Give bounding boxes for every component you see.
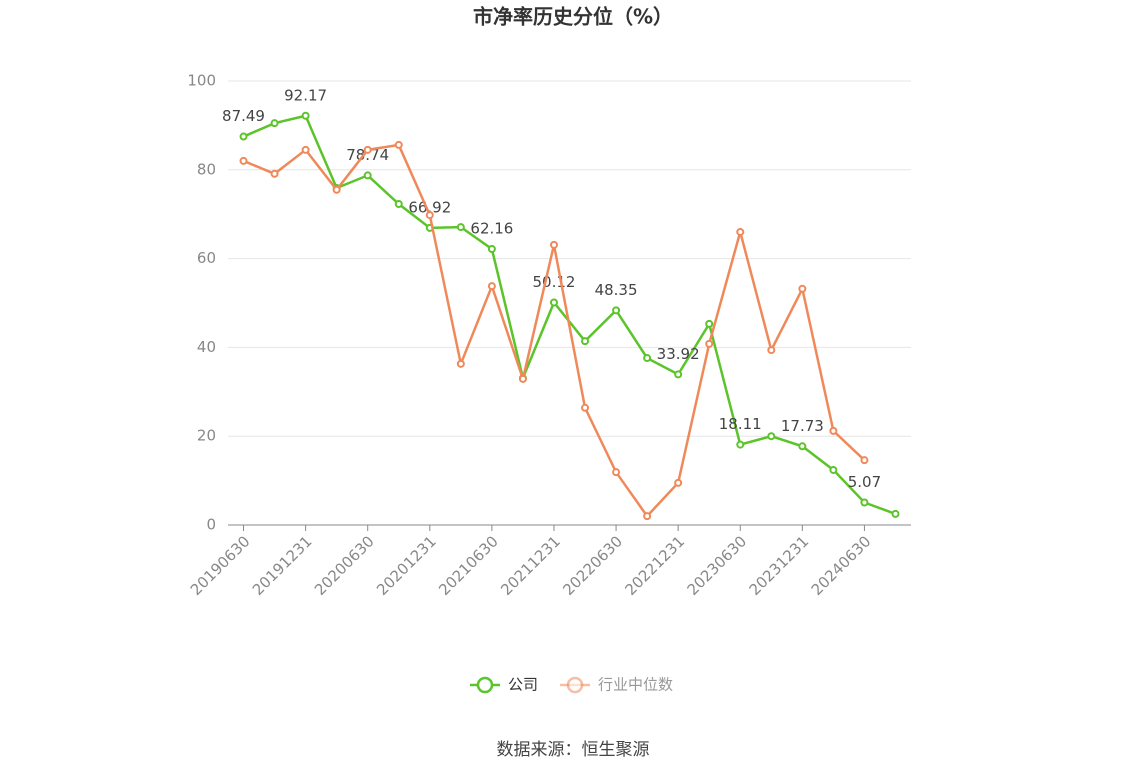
data-label: 87.49 [222,107,265,125]
chart-title: 市净率历史分位（%） [473,5,673,29]
data-point [705,339,714,348]
source-note: 数据来源：恒生聚源 [497,740,650,760]
x-tick-label: 20240630 [808,532,875,599]
data-point [270,169,279,178]
data-point [798,284,807,293]
legend-label: 行业中位数 [598,676,673,694]
data-point [332,185,341,194]
data-point [581,337,590,346]
x-tick-label: 20191231 [249,532,316,599]
data-label: 5.07 [848,473,881,491]
x-tick-label: 20190630 [187,532,254,599]
data-point [891,509,900,518]
data-point [612,468,621,477]
data-label: 33.92 [657,345,700,363]
data-point [581,403,590,412]
x-tick-label: 20201231 [373,532,440,599]
data-point [674,478,683,487]
data-point [767,346,776,355]
data-point [301,111,310,120]
x-tick-label: 20220630 [559,532,626,599]
x-tick-label: 20211231 [497,532,564,599]
y-tick-label: 80 [197,160,216,178]
data-point [612,306,621,315]
data-label: 18.11 [719,415,762,433]
data-point [860,456,869,465]
data-point [643,512,652,521]
data-point [394,199,403,208]
data-point [394,140,403,149]
data-label: 17.73 [781,417,824,435]
data-point [301,145,310,154]
data-label: 78.74 [346,146,389,164]
data-point [363,171,372,180]
data-point [705,319,714,328]
legend-label: 公司 [508,676,538,694]
data-point [518,374,527,383]
data-point [487,245,496,254]
data-point [456,359,465,368]
y-tick-label: 20 [197,427,216,445]
x-tick-label: 20231231 [746,532,813,599]
data-point [549,298,558,307]
data-point [860,498,869,507]
data-point [674,370,683,379]
y-tick-label: 100 [187,72,216,90]
data-point [239,156,248,165]
data-point [767,432,776,441]
legend-marker [476,676,494,694]
data-label: 92.17 [284,86,327,104]
data-point [798,442,807,451]
data-label: 48.35 [595,281,638,299]
data-point [239,132,248,141]
data-point [549,240,558,249]
series-line [243,143,866,519]
x-tick-label: 20210630 [435,532,502,599]
data-point [736,227,745,236]
data-point [829,426,838,435]
data-point [270,119,279,128]
data-label: 66.92 [408,198,451,216]
data-point [643,354,652,363]
legend-marker [566,676,584,694]
data-point [736,440,745,449]
y-tick-label: 60 [197,249,216,267]
data-point [363,145,372,154]
x-tick-label: 20230630 [684,532,751,599]
x-tick-label: 20221231 [621,532,688,599]
x-tick-label: 20200630 [311,532,378,599]
data-label: 50.12 [533,273,576,291]
data-point [425,211,434,220]
y-tick-label: 0 [206,516,216,534]
data-point [487,282,496,291]
data-point [829,465,838,474]
data-point [456,223,465,232]
data-label: 62.16 [470,220,513,238]
series-line [243,114,896,516]
y-tick-label: 40 [197,338,216,356]
